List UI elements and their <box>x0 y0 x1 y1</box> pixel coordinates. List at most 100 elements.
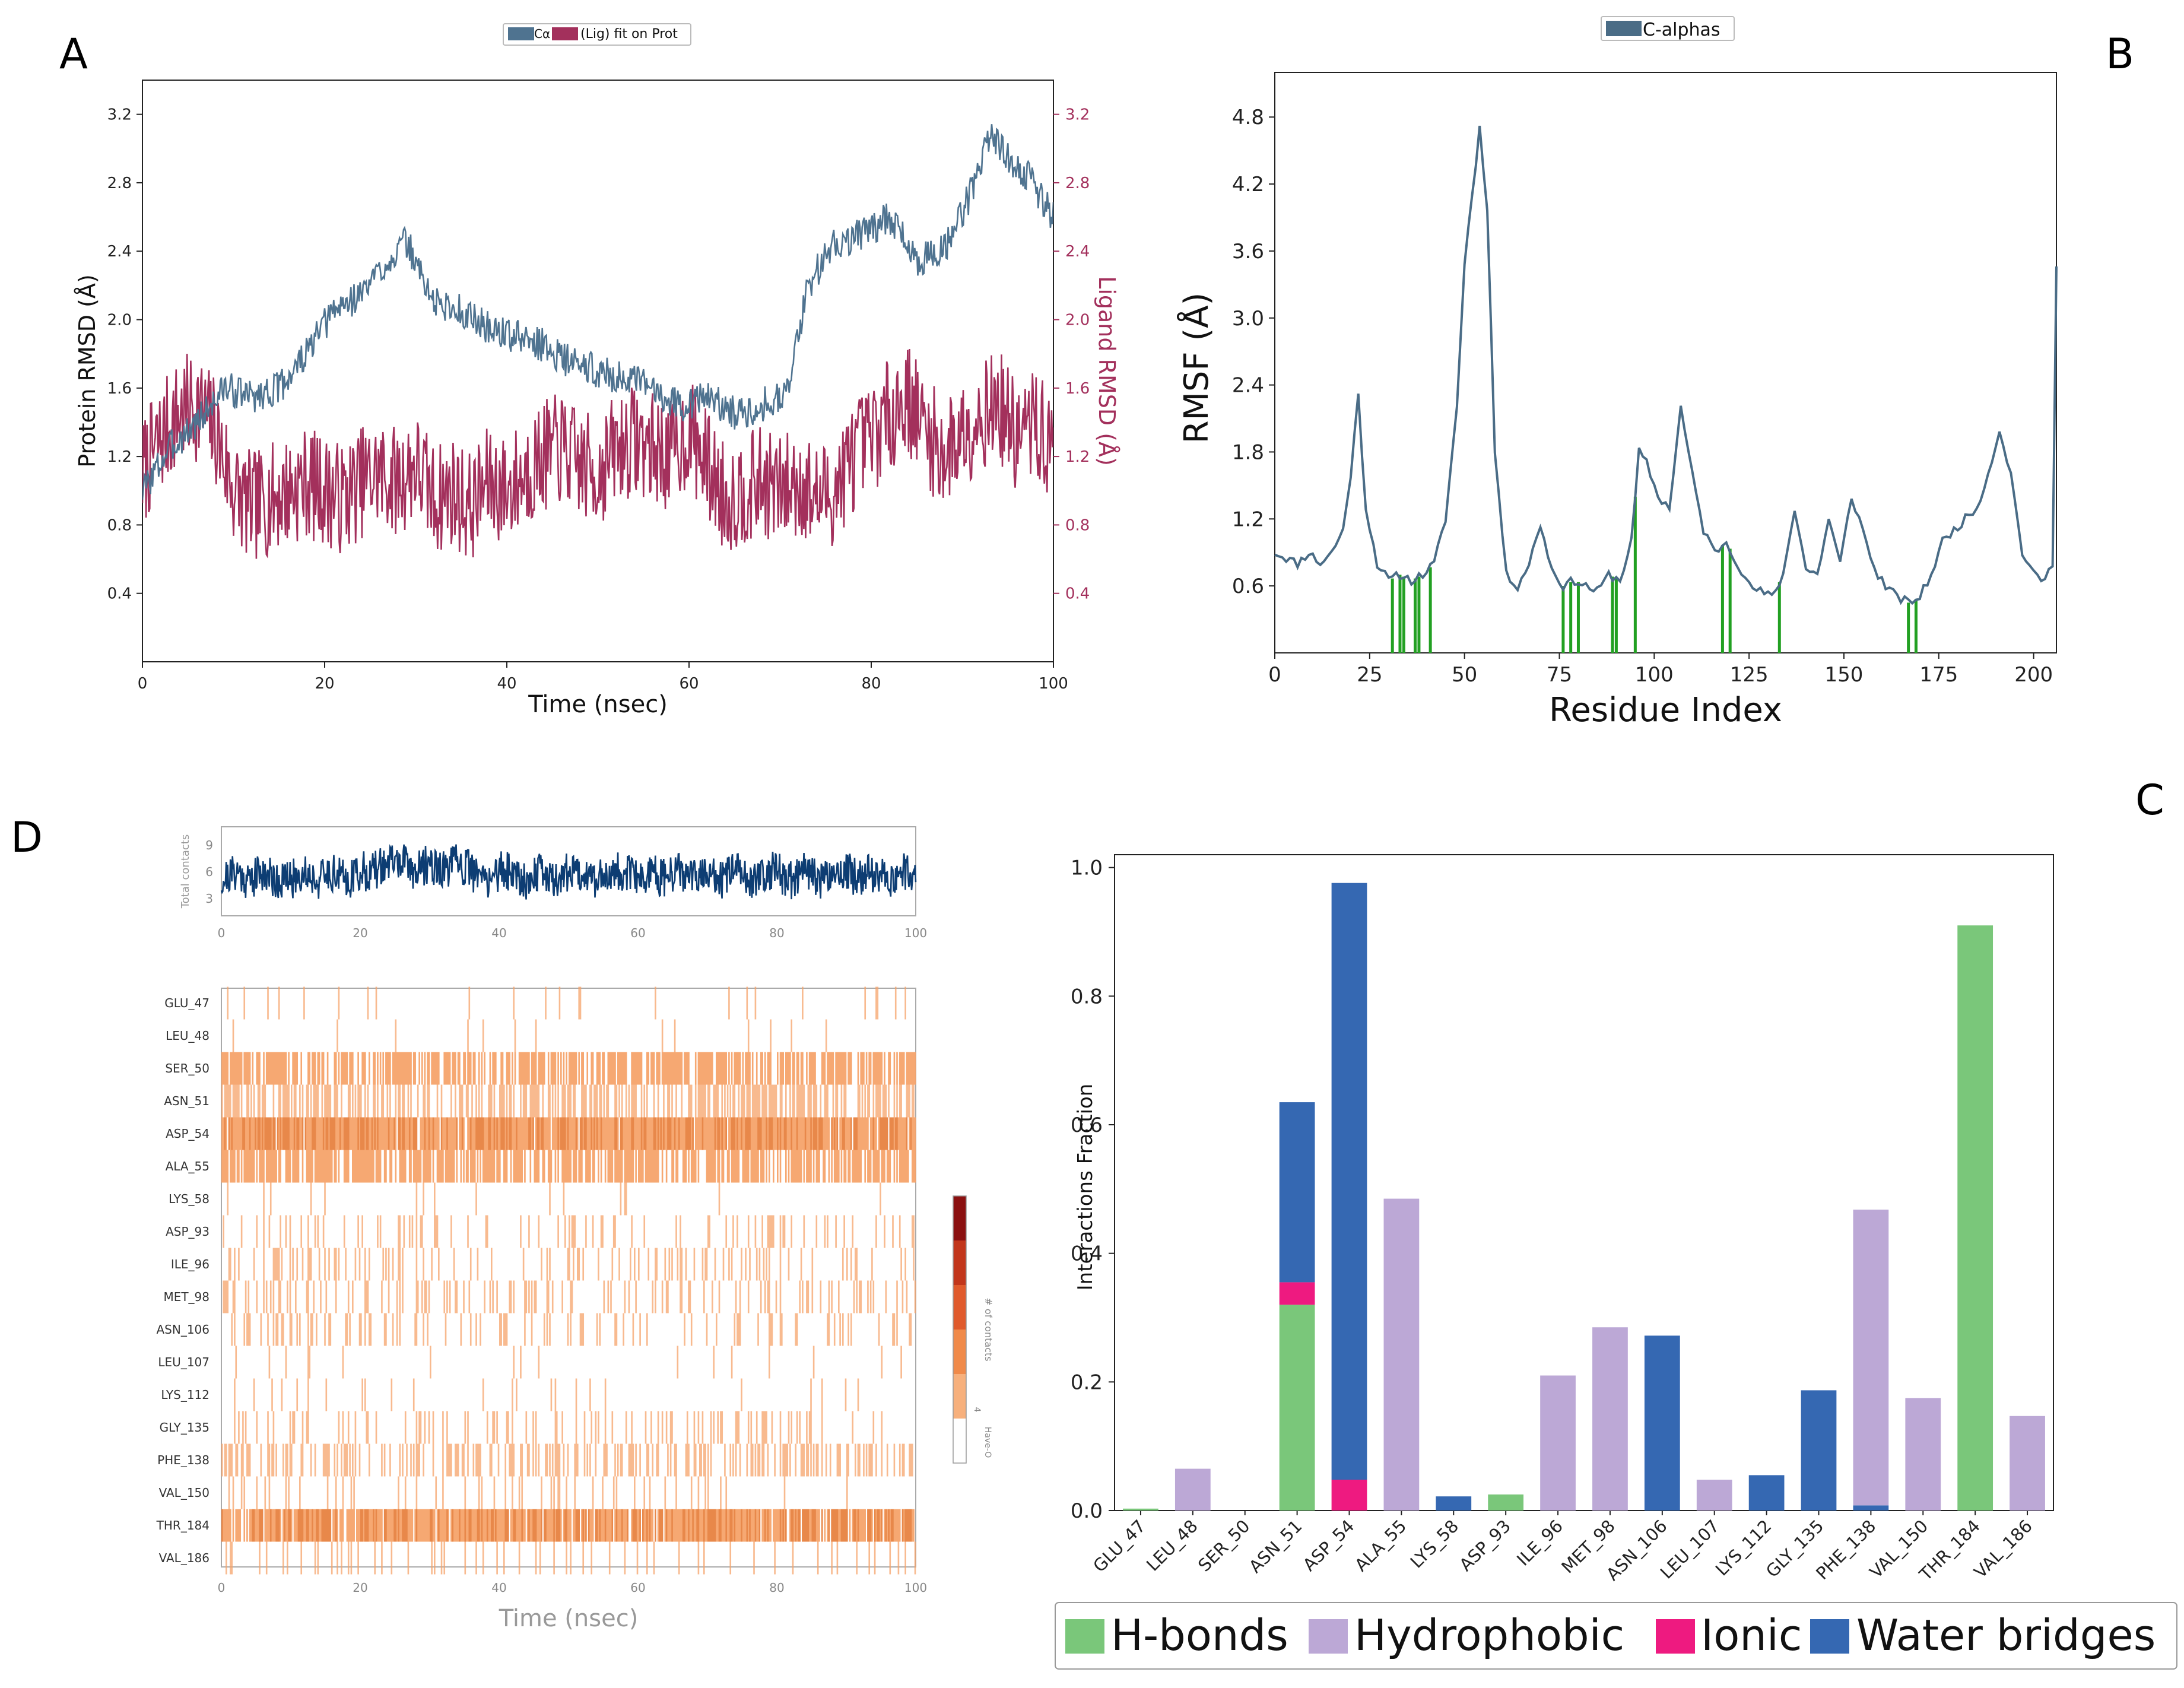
y-tick-label: 2.4 <box>107 243 132 261</box>
x-tick-label: 20 <box>353 1581 367 1595</box>
top-x-tick-label: 80 <box>769 926 784 940</box>
residue-label: GLU_47 <box>164 996 209 1010</box>
contact-stripes <box>226 1541 916 1575</box>
y-tick-label: 2.4 <box>1232 374 1264 398</box>
legend-label-hbonds: H-bonds <box>1111 1610 1288 1660</box>
x-tick-label: LEU_48 <box>1142 1516 1202 1575</box>
colorbar-segment <box>953 1374 966 1419</box>
x-axis-label: Time (nsec) <box>528 691 668 718</box>
x-axis-label: Time (nsec) <box>499 1605 639 1632</box>
y-axis-label: RMSF (Å) <box>1177 293 1216 444</box>
legend-swatch-hydrophobic <box>1309 1619 1348 1654</box>
legend-box <box>503 23 691 46</box>
x-tick-label: LYS_58 <box>1407 1516 1463 1572</box>
y-tick-label: 4.2 <box>1232 173 1264 196</box>
y2-axis-label: Ligand RMSD (Å) <box>1094 276 1120 466</box>
y-axis-label: Interactions Fraction <box>1074 1084 1097 1291</box>
residue-label: PHE_138 <box>157 1453 209 1467</box>
x-tick-label: 100 <box>1635 663 1674 687</box>
x-tick-label: ASP_54 <box>1299 1516 1358 1575</box>
bar-water <box>1436 1496 1472 1511</box>
legend-label-ligand: (Lig) fit on Prot <box>580 27 678 42</box>
contact-stripes <box>221 1150 916 1183</box>
top-y-tick-label: 9 <box>205 838 213 852</box>
residue-label: MET_98 <box>163 1290 209 1304</box>
legend: H-bonds Hydrophobic Ionic Water bridges <box>1055 1602 2177 1670</box>
x-tick-label: 125 <box>1730 663 1769 687</box>
y-tick-label: 3.2 <box>107 106 132 124</box>
bar-water <box>1748 1475 1785 1511</box>
top-x-tick-label: 60 <box>630 926 645 940</box>
legend-swatch-hbonds <box>1065 1619 1104 1654</box>
y-tick-label: 1.2 <box>1232 507 1264 531</box>
y-tick-label: 1.6 <box>107 380 132 398</box>
bar-ionic <box>1331 1480 1367 1511</box>
x-tick-label: 0 <box>1268 663 1281 687</box>
x-tick-label: 80 <box>861 675 881 693</box>
bar-water <box>1331 883 1367 1480</box>
bar-water <box>1801 1390 1837 1511</box>
y-tick-label: 1.0 <box>1071 856 1103 880</box>
residue-label: LEU_48 <box>166 1029 209 1043</box>
bar-hbonds <box>1123 1508 1158 1511</box>
y2-tick-label: 3.2 <box>1065 106 1090 124</box>
x-tick-label: SER_50 <box>1194 1516 1254 1576</box>
y-tick-label: 0.4 <box>107 585 132 603</box>
y2-tick-label: 2.0 <box>1065 312 1090 329</box>
contact-stripes <box>223 1215 915 1248</box>
colorbar-segment <box>953 1285 966 1330</box>
bar-ionic <box>1279 1282 1315 1305</box>
bar-hydrophobic <box>1853 1210 1889 1506</box>
residue-label: SER_50 <box>165 1061 209 1075</box>
colorbar-segment <box>953 1240 966 1286</box>
x-tick-label: 60 <box>630 1581 645 1595</box>
contact-stripes <box>221 1084 915 1118</box>
bar-hbonds <box>1279 1305 1315 1511</box>
top-y-tick-label: 6 <box>205 865 213 879</box>
contact-stripes <box>221 1443 913 1477</box>
top-x-tick-label: 40 <box>491 926 506 940</box>
y-tick-label: 0.0 <box>1071 1499 1103 1523</box>
residue-label: ASP_93 <box>166 1224 209 1239</box>
plot-frame <box>142 80 1054 662</box>
residue-label: LYS_112 <box>161 1388 209 1402</box>
legend-swatch-water <box>1810 1619 1849 1654</box>
residue-label: LEU_107 <box>158 1355 209 1369</box>
y-tick-label: 0.8 <box>1071 985 1103 1008</box>
y-tick-label: 0.2 <box>1071 1370 1103 1394</box>
residue-label: VAL_186 <box>159 1551 209 1565</box>
legend-swatch-ligand <box>552 27 578 40</box>
total-contacts-line <box>220 844 917 900</box>
residue-label: THR_184 <box>156 1518 209 1532</box>
panel-letter-d: D <box>11 813 43 862</box>
x-tick-label: 175 <box>1919 663 1958 687</box>
y-axis-label: Protein RMSD (Å) <box>74 274 100 468</box>
y-tick-label: 0.4 <box>1071 1242 1103 1266</box>
chart-interactions-fraction: 0.0 0.2 0.4 0.6 0.8 1.0 Interactions Fraction G… <box>1055 854 2177 1670</box>
contact-stripes <box>234 1411 883 1444</box>
x-tick-label: 60 <box>679 675 699 693</box>
y-tick-label: 0.6 <box>1071 1113 1103 1137</box>
y2-tick-label: 1.6 <box>1065 380 1090 398</box>
x-tick-label: 150 <box>1825 663 1864 687</box>
colorbar-label-2: Have-O <box>983 1427 992 1458</box>
protein-rmsd-line <box>142 124 1053 500</box>
colorbar-tick-label: 4 <box>972 1407 982 1413</box>
legend-label: C-alphas <box>1643 20 1720 40</box>
residue-label: ASN_51 <box>164 1094 209 1108</box>
contact-stripes-dark <box>224 1117 912 1150</box>
legend: Cα (Lig) fit on Prot <box>503 23 691 46</box>
x-axis-label: Residue Index <box>1549 691 1782 729</box>
x-tick-label: ASP_93 <box>1455 1516 1515 1575</box>
y-tick-label: 0.8 <box>107 516 132 534</box>
bar-water <box>1644 1335 1680 1511</box>
colorbar-segment <box>953 1419 966 1464</box>
bar-hydrophobic <box>1905 1398 1941 1511</box>
bar-hydrophobic <box>1540 1375 1576 1511</box>
residue-label: VAL_150 <box>159 1486 209 1500</box>
top-x-tick-label: 100 <box>904 926 927 940</box>
contact-stripes <box>223 1509 915 1542</box>
legend-label-protein: Cα <box>534 27 550 41</box>
top-y-tick-label: 3 <box>205 891 213 906</box>
